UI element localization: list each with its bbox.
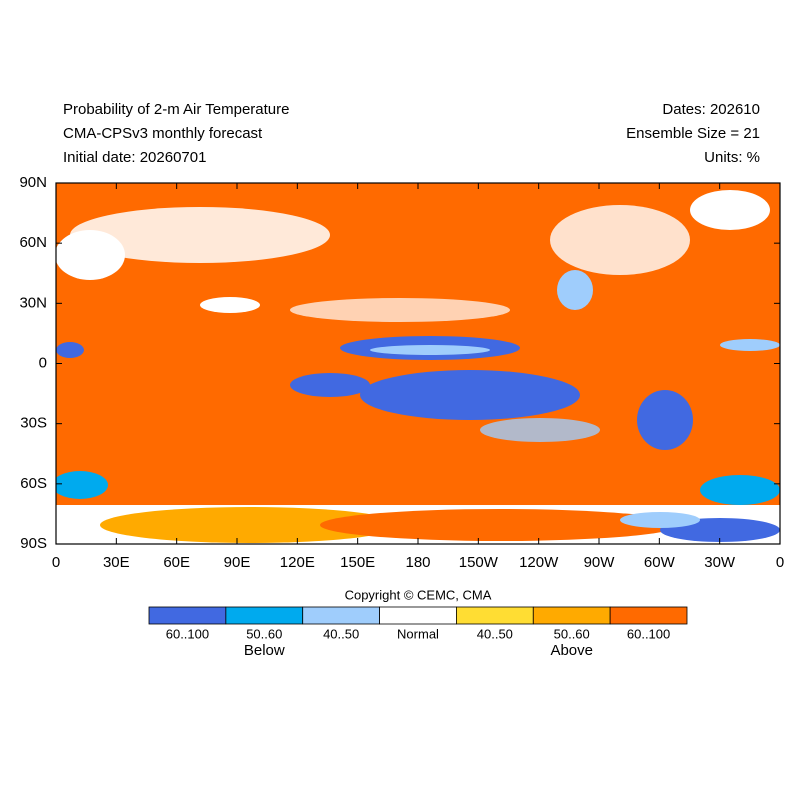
lat-label: 30N: [19, 294, 47, 311]
lat-label: 90S: [20, 535, 47, 552]
legend-swatch: [225, 606, 304, 625]
lon-label: 180: [405, 554, 430, 571]
lon-label: 90W: [584, 554, 616, 571]
units: Units: %: [704, 149, 760, 166]
legend-swatch: [148, 606, 227, 625]
lon-label: 120W: [519, 554, 559, 571]
initial-date: Initial date: 20260701: [63, 149, 206, 166]
lon-label: 30W: [704, 554, 736, 571]
legend-label: 50..60: [246, 626, 282, 641]
lat-label: 60N: [19, 234, 47, 251]
lon-label: 150W: [459, 554, 499, 571]
legend-swatch: [609, 606, 688, 625]
lat-label: 30S: [20, 415, 47, 432]
lon-label: 150E: [340, 554, 375, 571]
title: Probability of 2-m Air Temperature: [63, 101, 290, 118]
lon-label: 60E: [163, 554, 190, 571]
legend-swatch: [532, 606, 611, 625]
legend-label: 40..50: [477, 626, 513, 641]
legend-label: 50..60: [554, 626, 590, 641]
legend-below: Below: [244, 642, 285, 659]
legend-label: 60..100: [627, 626, 670, 641]
legend-swatch: [379, 606, 457, 625]
lon-label: 60W: [644, 554, 676, 571]
lon-label: 90E: [224, 554, 251, 571]
legend-swatch: [456, 606, 534, 625]
lon-label: 30E: [103, 554, 130, 571]
lon-label: 120E: [280, 554, 315, 571]
legend-above: Above: [550, 642, 593, 659]
ensemble: Ensemble Size = 21: [626, 125, 760, 142]
lat-label: 60S: [20, 475, 47, 492]
copyright: Copyright © CEMC, CMA: [345, 587, 492, 602]
model: CMA-CPSv3 monthly forecast: [63, 125, 263, 142]
legend-label: 40..50: [323, 626, 359, 641]
lon-label: 0: [52, 554, 60, 571]
lon-label: 0: [776, 554, 784, 571]
dates: Dates: 202610: [662, 101, 760, 118]
lat-label: 90N: [19, 174, 47, 191]
lat-label: 0: [39, 354, 47, 371]
legend-label: 60..100: [166, 626, 209, 641]
legend-swatch: [302, 606, 380, 625]
map-field: [56, 183, 780, 544]
legend-label: Normal: [397, 626, 439, 641]
